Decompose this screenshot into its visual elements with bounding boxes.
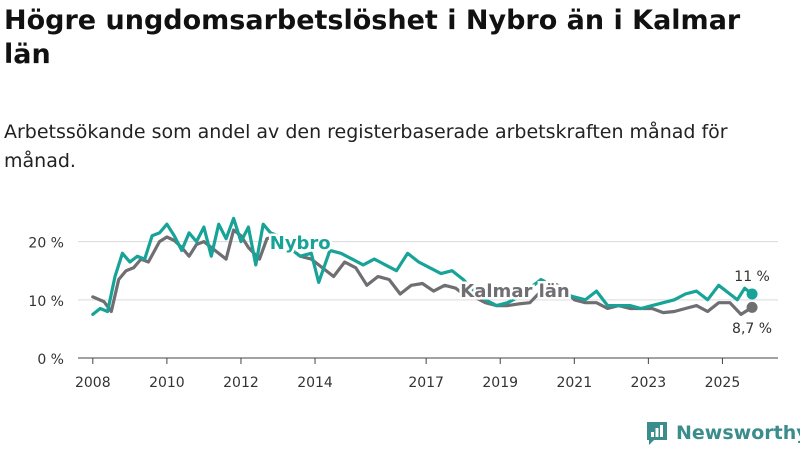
x-tick-label: 2008 bbox=[75, 375, 111, 391]
x-tick-label: 2010 bbox=[149, 375, 185, 391]
chart-labels: 11 % 8,7 % Nybro Kalmar län bbox=[267, 231, 772, 337]
y-tick-label: 20 % bbox=[28, 236, 64, 252]
x-tick-label: 2014 bbox=[297, 375, 333, 391]
series-end-dot-kalmar-l-n bbox=[746, 301, 758, 313]
end-value-label-kalmar: 8,7 % bbox=[732, 321, 772, 337]
series-line-kalmar-l-n bbox=[91, 228, 754, 316]
x-tick-label: 2021 bbox=[556, 375, 592, 391]
x-tick-label: 2025 bbox=[705, 375, 741, 391]
series-line-nybro bbox=[91, 216, 754, 316]
series-label-kalmar-l-n: Kalmar län bbox=[460, 281, 569, 302]
y-tick-label: 0 % bbox=[37, 352, 64, 368]
newsworthy-logo: Newsworthy bbox=[645, 420, 800, 446]
newsworthy-logo-text: Newsworthy bbox=[676, 422, 800, 444]
series-lines bbox=[91, 216, 758, 316]
end-value-label-nybro: 11 % bbox=[734, 269, 770, 285]
x-tick-label: 2019 bbox=[482, 375, 518, 391]
series-label-nybro: Nybro bbox=[270, 233, 331, 254]
y-tick-label: 10 % bbox=[28, 294, 64, 310]
series-end-dot-nybro bbox=[746, 288, 758, 300]
chart-title: Högre ungdomsarbetslöshet i Nybro än i K… bbox=[4, 5, 741, 70]
chart-subtitle: Arbetssökande som andel av den registerb… bbox=[4, 121, 728, 172]
x-tick-label: 2017 bbox=[408, 375, 444, 391]
x-tick-label: 2012 bbox=[223, 375, 259, 391]
x-tick-label: 2023 bbox=[631, 375, 667, 391]
newsworthy-logo-icon bbox=[647, 422, 667, 445]
axes: 0 % 10 % 20 % 2008 2010 2012 2014 2017 2019 2021 2… bbox=[28, 236, 778, 391]
